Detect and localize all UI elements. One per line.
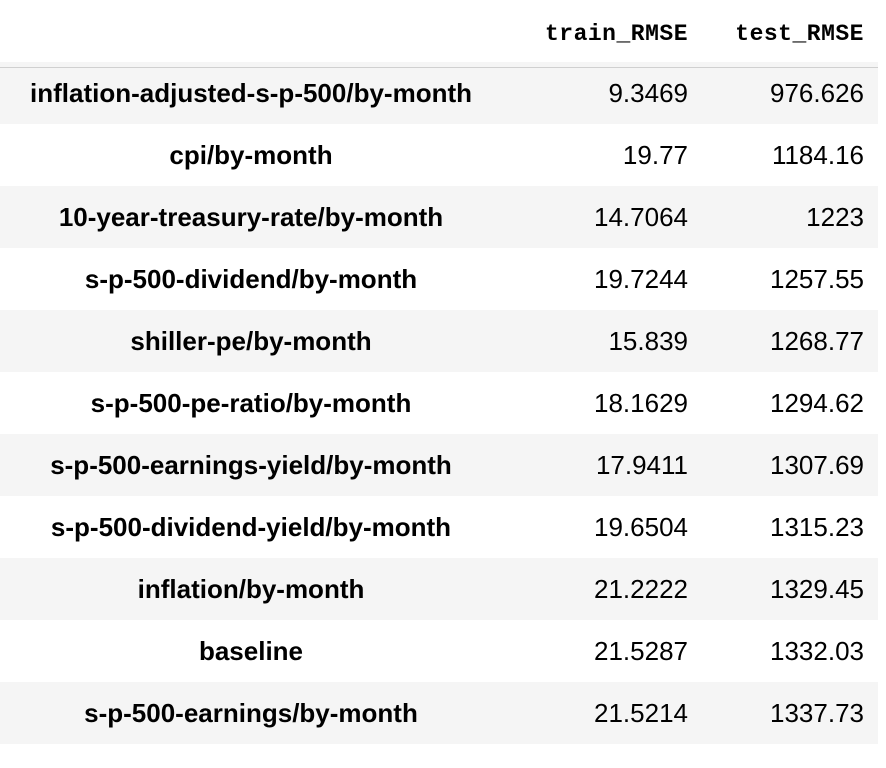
table-row: inflation/by-month 21.2222 1329.45 — [0, 558, 878, 620]
test-rmse-cell: 1184.16 — [771, 139, 864, 170]
table-row: 10-year-treasury-rate/by-month 14.7064 1… — [0, 186, 878, 248]
row-label: s-p-500-earnings/by-month — [84, 697, 418, 728]
row-label: inflation-adjusted-s-p-500/by-month — [30, 77, 472, 108]
train-rmse-cell: 18.1629 — [594, 387, 688, 418]
row-label: s-p-500-dividend/by-month — [84, 263, 418, 294]
row-label: baseline — [198, 635, 304, 666]
train-rmse-cell: 21.2222 — [594, 573, 688, 604]
train-rmse-cell: 14.7064 — [594, 201, 688, 232]
table-row: inflation-adjusted-s-p-500/by-month 9.34… — [0, 62, 878, 124]
test-rmse-cell: 1268.77 — [770, 325, 864, 356]
row-label: shiller-pe/by-month — [130, 325, 372, 356]
table-header: train_RMSE test_RMSE — [0, 6, 878, 62]
table-row: s-p-500-earnings/by-month 21.5214 1337.7… — [0, 682, 878, 744]
table-row: s-p-500-earnings-yield/by-month 17.9411 … — [0, 434, 878, 496]
train-rmse-cell: 19.6504 — [594, 511, 688, 542]
table-row: shiller-pe/by-month 15.839 1268.77 — [0, 310, 878, 372]
row-label: cpi/by-month — [169, 139, 333, 170]
test-rmse-cell: 1294.62 — [770, 387, 864, 418]
table-row: s-p-500-dividend-yield/by-month 19.6504 … — [0, 496, 878, 558]
header-divider — [0, 67, 878, 68]
train-rmse-cell: 9.3469 — [608, 77, 688, 108]
train-rmse-cell: 15.839 — [608, 325, 688, 356]
header-row: train_RMSE test_RMSE — [0, 6, 878, 62]
row-label: inflation/by-month — [137, 573, 365, 604]
test-rmse-cell: 1257.55 — [770, 263, 864, 294]
column-header-train-rmse: train_RMSE — [544, 21, 688, 47]
table-body: inflation-adjusted-s-p-500/by-month 9.34… — [0, 62, 878, 744]
test-rmse-cell: 1332.03 — [770, 635, 864, 666]
train-rmse-cell: 21.5214 — [594, 697, 688, 728]
test-rmse-cell: 976.626 — [770, 77, 864, 108]
train-rmse-cell: 17.9411 — [595, 449, 688, 480]
test-rmse-cell: 1337.73 — [770, 697, 864, 728]
train-rmse-cell: 21.5287 — [594, 635, 688, 666]
test-rmse-cell: 1307.69 — [770, 449, 864, 480]
column-header-test-rmse: test_RMSE — [735, 21, 864, 47]
train-rmse-cell: 19.7244 — [594, 263, 688, 294]
row-label: 10-year-treasury-rate/by-month — [58, 201, 444, 232]
table-row: s-p-500-dividend/by-month 19.7244 1257.5… — [0, 248, 878, 310]
test-rmse-cell: 1223 — [806, 201, 864, 232]
test-rmse-cell: 1315.23 — [770, 511, 864, 542]
results-table: train_RMSE test_RMSE inflation-adjusted-… — [0, 6, 878, 744]
test-rmse-cell: 1329.45 — [770, 573, 864, 604]
index-header-corner — [0, 6, 502, 62]
table-row: baseline 21.5287 1332.03 — [0, 620, 878, 682]
row-label: s-p-500-pe-ratio/by-month — [90, 387, 412, 418]
row-label: s-p-500-dividend-yield/by-month — [50, 511, 452, 542]
row-label: s-p-500-earnings-yield/by-month — [50, 449, 452, 480]
train-rmse-cell: 19.77 — [622, 139, 688, 170]
table-row: s-p-500-pe-ratio/by-month 18.1629 1294.6… — [0, 372, 878, 434]
table-row: cpi/by-month 19.77 1184.16 — [0, 124, 878, 186]
